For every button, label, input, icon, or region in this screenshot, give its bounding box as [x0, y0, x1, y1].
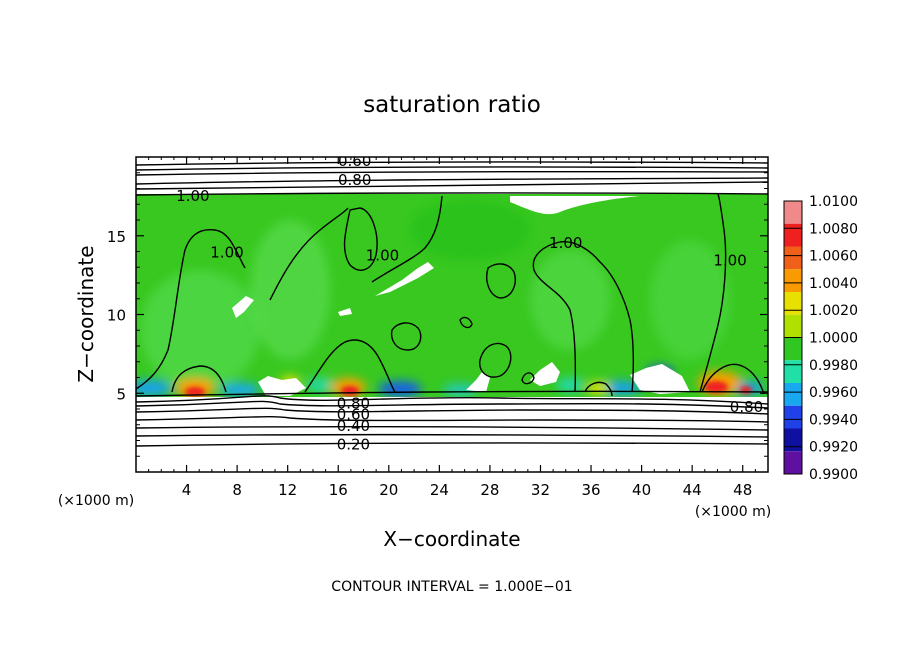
- colorbar-label: 0.9920: [809, 440, 858, 456]
- colorbar-label: 1.0020: [809, 303, 858, 319]
- x-unit-left: (×1000 m): [58, 493, 134, 509]
- contour-label: 1.00: [713, 251, 746, 269]
- x-tick-label: 36: [581, 481, 600, 499]
- x-tick-label: 48: [733, 481, 752, 499]
- x-axis-label: X−coordinate: [383, 527, 520, 551]
- contour-label: 0.80: [337, 395, 370, 413]
- x-tick-label: 4: [182, 481, 192, 499]
- x-tick-label: 12: [278, 481, 297, 499]
- x-axis: 4 8 12 16 20 24 28 32 36 40 44 48: [148, 157, 756, 499]
- colorbar-label: 1.0080: [809, 221, 858, 237]
- colorbar-swatch: [784, 269, 802, 292]
- colorbar-label: 0.9940: [809, 412, 858, 428]
- x-tick-label: 40: [632, 481, 651, 499]
- x-tick-label: 16: [329, 481, 348, 499]
- colorbar-swatch: [784, 428, 802, 452]
- contour-label: 0.80: [730, 398, 763, 416]
- chart-title: saturation ratio: [363, 92, 541, 118]
- colorbar-swatch: [784, 223, 802, 247]
- colorbar-swatch: [784, 246, 802, 270]
- colorbar-label: 1.0000: [809, 331, 858, 347]
- colorbar-swatch: [784, 451, 802, 474]
- contour-label: 0.80: [338, 171, 371, 189]
- y-axis-label: Z−coordinate: [74, 245, 98, 382]
- colorbar-swatch: [784, 201, 802, 224]
- contour-label: 1.00: [366, 247, 399, 265]
- x-tick-label: 28: [480, 481, 499, 499]
- y-axis: 5 10 15: [107, 172, 768, 457]
- colorbar-label: 0.9960: [809, 385, 858, 401]
- contour-label: 0.60: [337, 406, 370, 424]
- plot-area: 0.600.801.001.00 1.001.001.000.800.600.40…: [136, 152, 768, 472]
- colorbar-swatch: [784, 337, 802, 361]
- contour-label: 1.00: [176, 187, 209, 205]
- y-tick-label: 5: [116, 385, 126, 403]
- colorbar-label: 0.9980: [809, 358, 858, 374]
- colorbar-label: 1.0100: [809, 194, 858, 210]
- colorbar-label: 1.0060: [809, 249, 858, 265]
- colorbar: 1.0100 1.0080 1.0060 1.0040 1.0020 1.0000 0.99…: [783, 194, 858, 483]
- colorbar-label: 0.9900: [809, 467, 858, 483]
- contour-interval-note: CONTOUR INTERVAL = 1.000E−01: [331, 579, 572, 595]
- x-tick-label: 32: [531, 481, 550, 499]
- colorbar-swatch: [784, 292, 802, 315]
- colorbar-label: 1.0040: [809, 276, 858, 292]
- contour-label: 0.20: [337, 436, 370, 454]
- x-unit-right: (×1000 m): [695, 504, 771, 520]
- x-tick-label: 24: [430, 481, 449, 499]
- colorbar-swatch: [784, 405, 802, 429]
- x-tick-label: 44: [683, 481, 702, 499]
- y-tick-label: 10: [107, 307, 126, 325]
- colorbar-swatch: [784, 314, 802, 338]
- colorbar-swatch: [784, 360, 802, 383]
- contour-label: 0.40: [337, 417, 370, 435]
- x-tick-label: 8: [232, 481, 242, 499]
- contour-label: 1.00: [210, 244, 243, 262]
- contour-label: 0.60: [338, 152, 371, 170]
- colorbar-swatch: [784, 383, 802, 406]
- contour-label: 1.00: [549, 234, 582, 252]
- y-tick-label: 15: [107, 228, 126, 246]
- contour-labels: 0.600.801.001.00 1.001.001.000.800.600.40…: [176, 152, 763, 454]
- x-tick-label: 20: [379, 481, 398, 499]
